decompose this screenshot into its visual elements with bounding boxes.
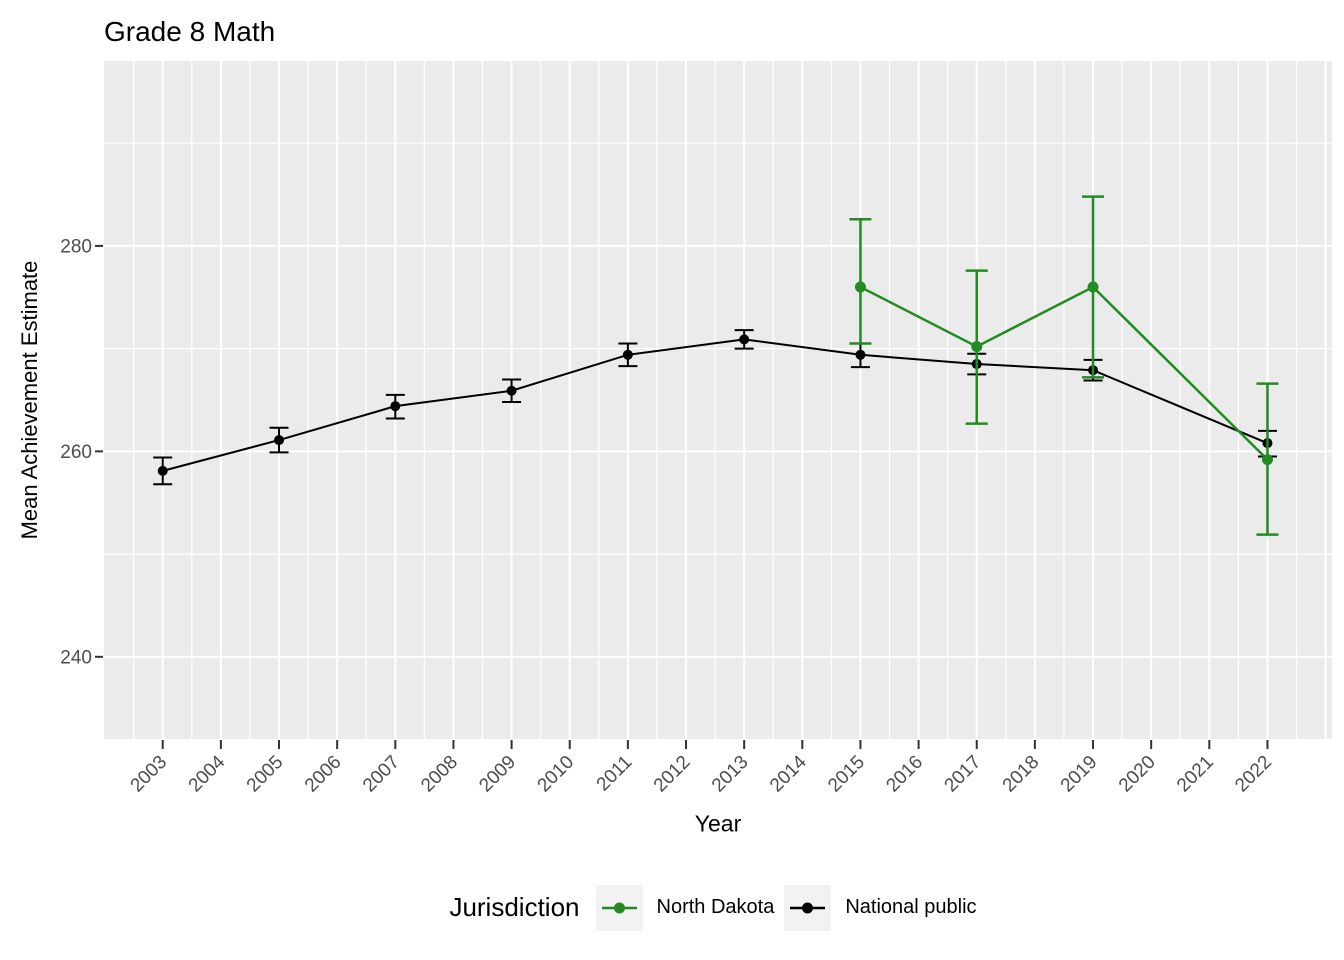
y-tick-label: 260 bbox=[60, 442, 92, 463]
x-tick-label: 2013 bbox=[708, 752, 753, 797]
x-tick-label: 2009 bbox=[475, 752, 520, 797]
x-tick-label: 2004 bbox=[185, 751, 230, 796]
x-tick-labels: 2003 2004 2005 2006 2007 2008 2009 2010 2011 2012… bbox=[127, 751, 1276, 796]
data-point bbox=[739, 334, 750, 345]
x-tick-label: 2016 bbox=[882, 752, 927, 797]
x-tick-label: 2010 bbox=[534, 752, 579, 797]
minor-gridlines bbox=[104, 61, 1332, 739]
panel-background bbox=[104, 61, 1332, 739]
x-tick-label: 2006 bbox=[301, 752, 346, 797]
series-north-dakota bbox=[849, 195, 1279, 536]
data-point bbox=[854, 281, 866, 293]
x-tick-label: 2017 bbox=[941, 752, 986, 797]
x-tick-label: 2022 bbox=[1231, 752, 1276, 797]
x-tick-label: 2019 bbox=[1057, 752, 1102, 797]
legend-entry-north-dakota: North Dakota bbox=[595, 884, 775, 931]
chart-title: Grade 8 Math bbox=[104, 16, 276, 47]
y-axis-title: Mean Achievement Estimate bbox=[17, 260, 42, 540]
series-national-public bbox=[153, 329, 1277, 486]
x-tick-label: 2014 bbox=[766, 751, 811, 796]
y-tick-label: 240 bbox=[60, 647, 92, 668]
axis-ticks bbox=[95, 244, 1269, 749]
x-tick-label: 2015 bbox=[824, 752, 869, 797]
legend-key-north-dakota-icon bbox=[595, 884, 643, 931]
data-point bbox=[1261, 454, 1273, 466]
legend: Jurisdiction North Dakota National publi… bbox=[104, 884, 1332, 931]
x-tick-label: 2011 bbox=[593, 752, 637, 796]
legend-label-north-dakota: North Dakota bbox=[656, 896, 775, 918]
data-point bbox=[506, 385, 517, 396]
x-tick-label: 2020 bbox=[1115, 752, 1160, 797]
x-tick-label: 2007 bbox=[359, 752, 404, 797]
data-point bbox=[622, 349, 633, 360]
data-point bbox=[855, 349, 866, 360]
y-tick-labels: 240 260 280 bbox=[60, 236, 92, 668]
legend-entry-national-public: National public bbox=[784, 884, 977, 931]
y-tick-label: 280 bbox=[60, 236, 92, 257]
x-tick-label: 2003 bbox=[127, 752, 172, 797]
data-point bbox=[157, 465, 168, 476]
x-tick-label: 2005 bbox=[243, 752, 288, 797]
x-tick-label: 2008 bbox=[417, 752, 462, 797]
x-tick-label: 2018 bbox=[999, 752, 1044, 797]
data-point bbox=[390, 401, 401, 412]
legend-label-national-public: National public bbox=[845, 896, 977, 918]
x-tick-label: 2021 bbox=[1173, 752, 1218, 797]
legend-title: Jurisdiction bbox=[449, 892, 580, 922]
series-line bbox=[162, 338, 1268, 472]
series-line bbox=[859, 285, 1269, 461]
legend-key-national-public-icon bbox=[784, 884, 832, 931]
data-point bbox=[274, 435, 285, 446]
data-point bbox=[1087, 281, 1099, 293]
x-tick-label: 2012 bbox=[650, 752, 695, 797]
x-axis-title: Year bbox=[694, 810, 742, 837]
data-point bbox=[971, 341, 983, 353]
